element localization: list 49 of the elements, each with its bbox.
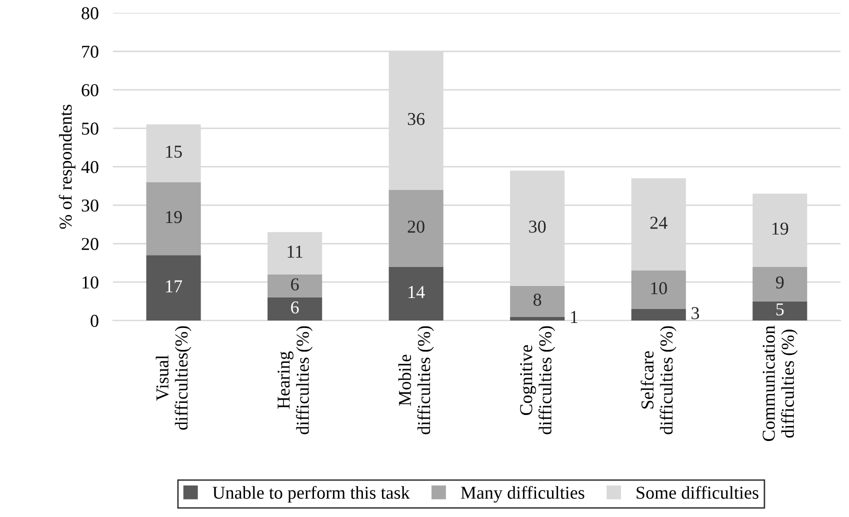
y-tick-label: 10: [82, 276, 98, 289]
bar: [752, 266, 808, 302]
data-label: 14: [408, 286, 425, 298]
bar: [268, 274, 322, 298]
y-tick-label: 0: [90, 314, 98, 327]
data-label: 19: [772, 222, 788, 235]
bar: [388, 190, 444, 267]
y-tick-label: 30: [82, 199, 98, 212]
y-tick-label: 40: [81, 160, 98, 174]
data-label: 9: [776, 276, 784, 289]
y-tick-label: 50: [82, 122, 98, 135]
bar: [752, 301, 808, 321]
data-label: 10: [651, 282, 667, 294]
data-label: 3: [692, 307, 700, 320]
data-label: 36: [408, 112, 425, 126]
data-label: 20: [408, 220, 424, 233]
y-tick-label: 70: [82, 46, 98, 58]
data-label: 19: [166, 211, 182, 224]
data-label: 11: [288, 246, 302, 258]
legend-label: Many difficulties: [460, 486, 584, 503]
x-tick-label: Mobile difficulties (%): [398, 326, 434, 434]
legend-label: Unable to perform this task: [212, 486, 410, 503]
data-label: 1: [571, 311, 578, 323]
y-tick-label: 60: [82, 84, 98, 96]
bar: [388, 266, 444, 321]
bar: [146, 182, 201, 256]
x-tick-label: Visual difficulties(%): [156, 326, 192, 430]
data-label: 24: [650, 216, 668, 229]
x-tick-label: Hearing difficulties (%): [278, 326, 313, 434]
data-label: 15: [166, 146, 182, 158]
y-tick-label: 80: [82, 7, 98, 20]
bar: [268, 297, 322, 321]
x-tick-label: Cognitive difficulties (%): [520, 326, 556, 434]
data-label: 17: [166, 280, 182, 292]
bar: [631, 270, 686, 310]
legend-label: Some difficulties: [636, 486, 758, 499]
data-label: 30: [529, 220, 546, 233]
x-tick-label: Selfcare difficulties (%): [640, 326, 676, 434]
data-label: 5: [776, 303, 784, 316]
bar: [146, 255, 201, 321]
data-label: 8: [534, 294, 542, 306]
data-label: 6: [291, 278, 299, 290]
bar: [631, 309, 686, 321]
data-label: 6: [291, 301, 299, 314]
y-tick-label: 20: [82, 238, 98, 250]
x-tick-label: Communication difficulties (%): [762, 326, 798, 442]
bar: [510, 286, 565, 317]
y-axis-title: % of respondents: [58, 104, 76, 229]
bar: [510, 316, 565, 321]
